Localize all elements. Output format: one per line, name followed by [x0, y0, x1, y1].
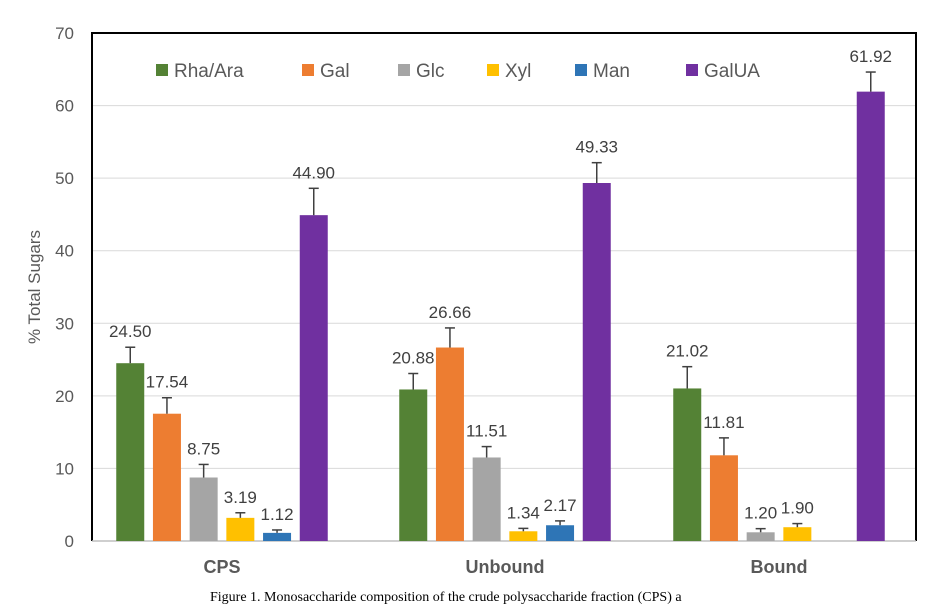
- plot-border: [91, 32, 917, 541]
- legend-label: Man: [593, 61, 630, 82]
- bar-rha-ara: [116, 363, 145, 541]
- y-tick-label: 0: [65, 532, 74, 551]
- data-label: 8.75: [187, 439, 220, 458]
- figure-caption: Figure 1. Monosaccharide composition of …: [210, 590, 682, 605]
- data-label: 1.34: [507, 503, 540, 522]
- legend-label: Xyl: [505, 61, 531, 82]
- x-category-label: Bound: [751, 557, 808, 577]
- data-label: 26.66: [429, 303, 472, 322]
- legend-swatch: [487, 64, 499, 76]
- data-label: 49.33: [575, 138, 618, 157]
- x-category-label: Unbound: [466, 557, 545, 577]
- bar-gal: [709, 455, 738, 541]
- bar-xyl: [509, 531, 538, 541]
- legend-label: Gal: [320, 61, 350, 82]
- bar-rha-ara: [673, 388, 702, 541]
- y-axis-label: % Total Sugars: [25, 230, 44, 344]
- legend-label: GalUA: [704, 61, 760, 82]
- data-label: 3.19: [224, 488, 257, 507]
- legend-label: Glc: [416, 61, 445, 82]
- bar-galua: [856, 91, 885, 542]
- y-tick-label: 50: [55, 169, 74, 188]
- bar-glc: [746, 532, 775, 541]
- bar-man: [546, 525, 575, 541]
- data-label: 11.51: [466, 422, 507, 441]
- bar-galua: [582, 183, 611, 542]
- data-label: 11.81: [703, 413, 744, 432]
- data-label: 2.17: [544, 496, 577, 515]
- bar-xyl: [783, 527, 812, 541]
- legend-swatch: [302, 64, 314, 76]
- x-category-label: CPS: [203, 557, 240, 577]
- y-tick-label: 40: [55, 242, 74, 261]
- y-tick-label: 10: [55, 459, 74, 478]
- bar-gal: [152, 413, 181, 541]
- bar-galua: [299, 215, 328, 541]
- bar-man: [263, 532, 292, 541]
- y-tick-label: 70: [55, 24, 74, 43]
- legend-swatch: [156, 64, 168, 76]
- bar-rha-ara: [399, 389, 428, 541]
- data-label: 20.88: [392, 349, 435, 368]
- data-label: 1.12: [261, 505, 294, 524]
- legend-swatch: [398, 64, 410, 76]
- y-tick-label: 20: [55, 387, 74, 406]
- legend-swatch: [686, 64, 698, 76]
- y-tick-label: 60: [55, 97, 74, 116]
- data-label: 17.54: [146, 373, 189, 392]
- data-label: 61.92: [849, 47, 892, 66]
- data-label: 44.90: [292, 163, 335, 182]
- legend-label: Rha/Ara: [174, 61, 244, 82]
- bar-xyl: [226, 517, 255, 541]
- data-label: 1.90: [781, 499, 814, 518]
- data-label: 1.20: [744, 504, 777, 523]
- data-label: 24.50: [109, 322, 152, 341]
- bar-glc: [189, 477, 218, 541]
- y-tick-label: 30: [55, 314, 74, 333]
- legend-swatch: [575, 64, 587, 76]
- data-label: 21.02: [666, 342, 709, 361]
- bar-gal: [435, 347, 464, 541]
- bar-glc: [472, 457, 501, 541]
